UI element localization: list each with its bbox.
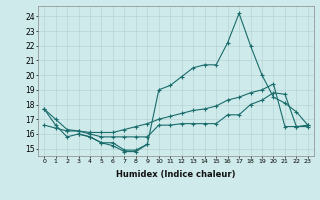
- X-axis label: Humidex (Indice chaleur): Humidex (Indice chaleur): [116, 170, 236, 179]
